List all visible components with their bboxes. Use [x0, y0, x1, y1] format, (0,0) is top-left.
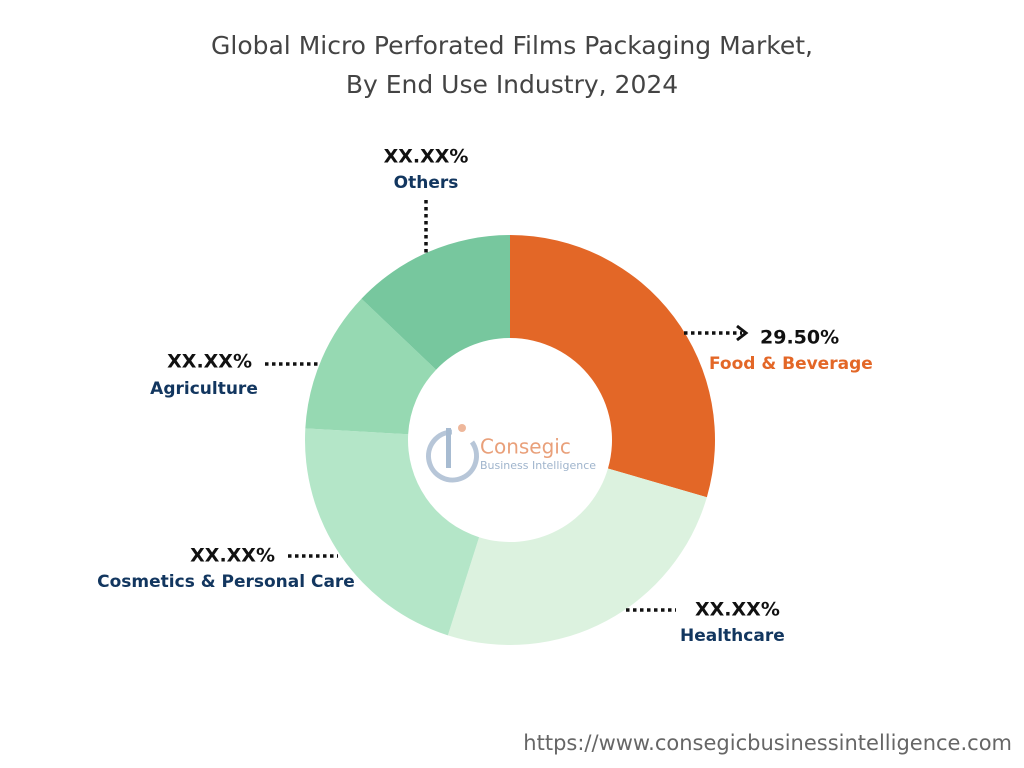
donut-segment — [305, 298, 437, 435]
category-label: Agriculture — [150, 379, 258, 399]
logo-dot — [458, 424, 466, 432]
category-label: Others — [394, 173, 459, 193]
donut-segment — [361, 235, 510, 370]
chart-title: By End Use Industry, 2024 — [346, 70, 678, 99]
category-label: Healthcare — [680, 626, 785, 646]
value-label: XX.XX% — [384, 146, 469, 168]
donut-segment — [510, 235, 715, 498]
donut-segment — [305, 428, 480, 636]
value-label: XX.XX% — [167, 351, 252, 373]
watermark: Business Intelligence — [480, 459, 596, 472]
watermark: Consegic — [480, 435, 571, 459]
donut-segment — [447, 468, 707, 645]
leader-arrow — [736, 324, 749, 342]
logo — [426, 424, 479, 483]
category-label: Cosmetics & Personal Care — [97, 572, 355, 592]
value-label: XX.XX% — [695, 599, 780, 621]
logo-ring — [426, 429, 479, 483]
chart-title: Global Micro Perforated Films Packaging … — [211, 31, 813, 60]
source-url: https://www.consegicbusinessintelligence… — [523, 731, 1012, 755]
value-label: 29.50% — [760, 327, 839, 349]
logo-bar — [446, 428, 451, 468]
category-label: Food & Beverage — [709, 354, 873, 374]
value-label: XX.XX% — [190, 545, 275, 567]
